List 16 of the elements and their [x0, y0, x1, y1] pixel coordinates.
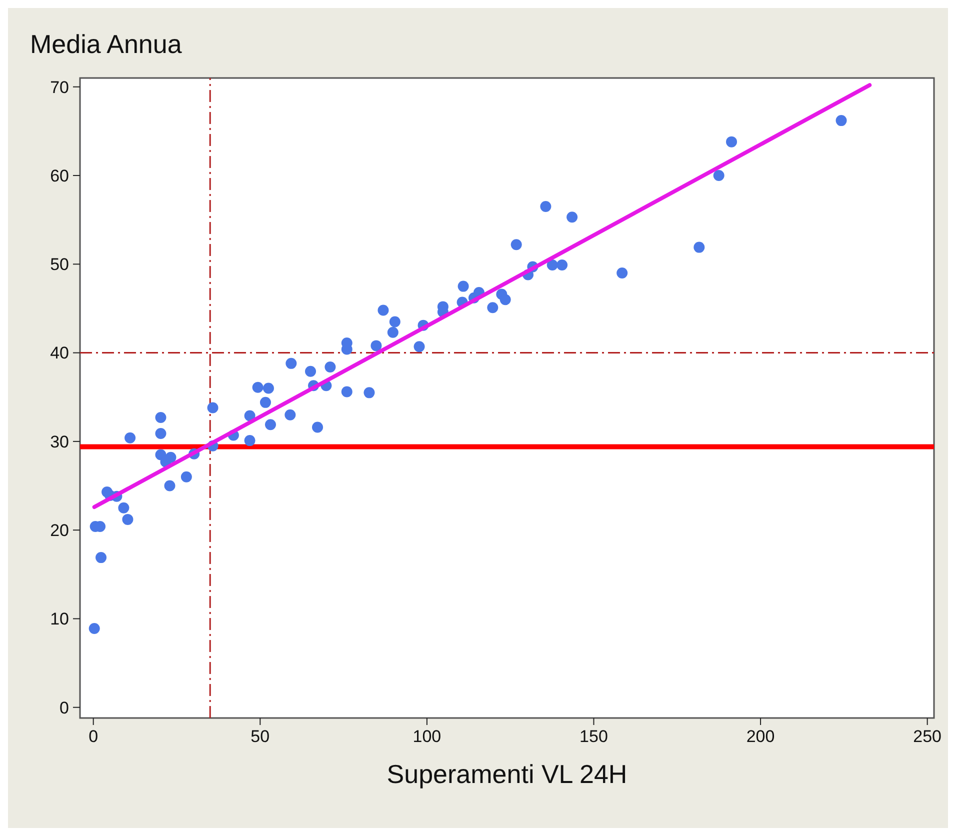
- y-tick-label: 30: [50, 432, 69, 452]
- x-tick-label: 50: [250, 727, 270, 746]
- y-tick-label: 50: [50, 255, 69, 274]
- y-tick-label: 70: [50, 78, 69, 97]
- x-axis-title: Superamenti VL 24H: [386, 759, 628, 789]
- y-axis-title: Media Annua: [30, 29, 182, 59]
- y-tick-label: 0: [60, 698, 69, 718]
- x-tick-label: 100: [412, 727, 442, 746]
- y-tick-label: 40: [50, 344, 69, 363]
- x-tick-label: 250: [913, 727, 942, 746]
- x-tick-label: 0: [88, 727, 98, 746]
- y-tick-label: 10: [50, 610, 69, 629]
- y-tick-label: 60: [50, 166, 69, 186]
- x-tick-label: 150: [580, 727, 608, 746]
- x-tick-label: 200: [746, 727, 775, 746]
- y-tick-label: 20: [50, 521, 69, 540]
